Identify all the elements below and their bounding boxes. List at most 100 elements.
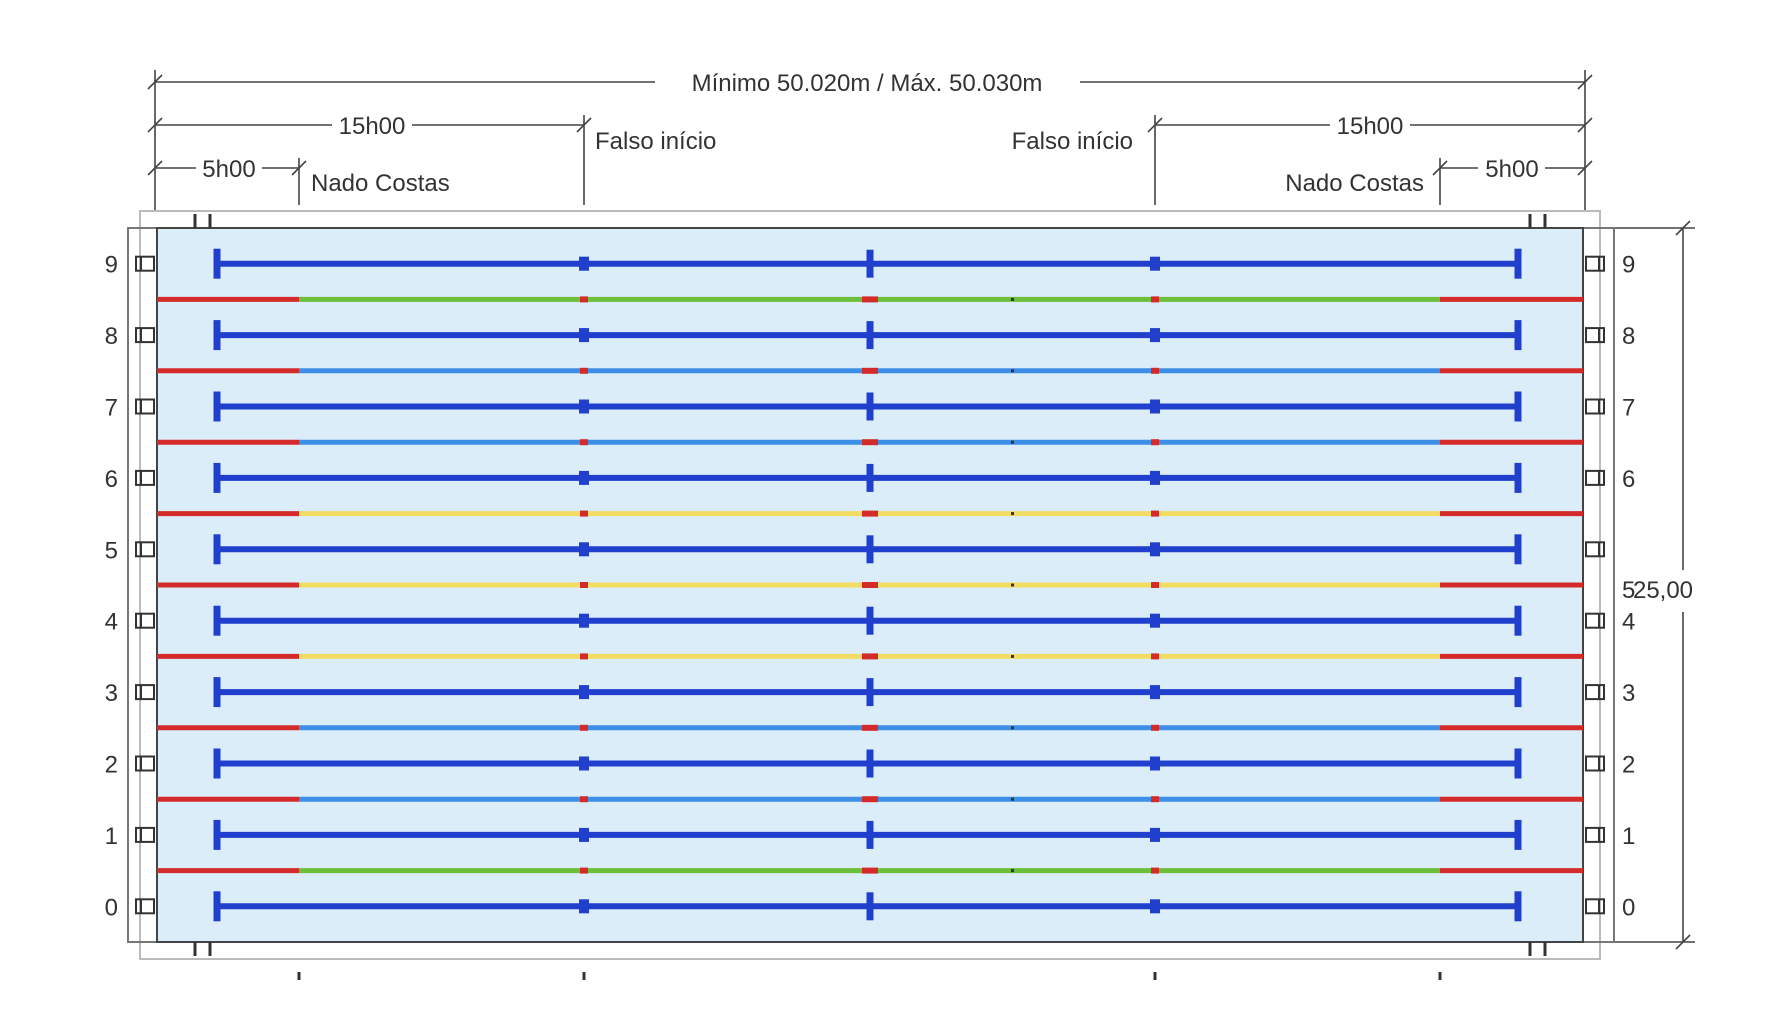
lane-rope-marker [1011,583,1014,587]
start-block-left [135,255,155,272]
start-block-right [1585,398,1605,415]
start-block-right [1585,469,1605,486]
lane-rope-15m-float [580,510,588,517]
width-dimension-label: 25,00 [1633,577,1693,604]
left-lane-numbers: 9 8 7 6 5 4 3 2 1 0 [105,252,118,922]
starting-blocks [135,255,1605,915]
lane-rope-mid-float [862,296,878,303]
lane-15m-mark [1150,470,1160,485]
start-block-left [135,398,155,415]
lane-number-right: 4 [1622,609,1635,636]
lane-number-left: 6 [105,466,118,493]
lane-rope-15m-float [580,724,588,731]
lane-15m-mark [579,613,589,628]
lane-rope-15m-float [580,796,588,803]
start-block-left [135,684,155,701]
lane-15m-mark [579,399,589,414]
start-block-left [135,469,155,486]
left-false-start-label: Falso início [595,128,716,155]
start-block-right [1585,684,1605,701]
deck-marks [193,214,1547,956]
lane-15m-mark [1150,613,1160,628]
lane-rope-mid-float [862,582,878,588]
lane-15m-mark [1150,827,1160,842]
lane-number-left: 5 [105,537,118,564]
lane-rope-marker [1011,797,1014,801]
lane-rope-mid-float [862,796,878,803]
lane-15m-mark [579,756,589,771]
lane-15m-mark [579,827,589,842]
lane-rope-mid-float [862,367,878,374]
start-block-left [135,327,155,344]
lane-15m-mark [579,685,589,700]
lane-number-left: 3 [105,680,118,707]
lane-rope-marker [1011,654,1014,658]
lane-number-left: 8 [105,323,118,350]
lane-rope-15m-float [1151,510,1159,517]
lane-rope-mid-float [862,439,878,446]
lane-lines [213,248,1522,922]
right-lane-numbers: 9 8 7 6 4 3 2 1 0 [1622,252,1635,922]
lane-number-right: 3 [1622,680,1635,707]
lane-rope-marker [1011,512,1014,516]
lane-number-left: 0 [105,894,118,921]
lane-rope-15m-float [580,867,588,874]
start-block-right [1585,898,1605,915]
lane-15m-mark [579,256,589,271]
lane-15m-mark [1150,899,1160,914]
lane-15m-mark [579,542,589,557]
lane-number-right: 9 [1622,252,1635,279]
lane-rope-15m-float [1151,867,1159,874]
bottom-ticks [297,972,1442,980]
lane-rope-marker [1011,440,1014,444]
left-15m-label: 15h00 [339,113,406,140]
lane-rope-15m-float [1151,796,1159,803]
left-backstroke-label: Nado Costas [311,170,450,197]
lane-15m-mark [579,899,589,914]
lane-15m-mark [1150,328,1160,343]
lane-number-left: 7 [105,395,118,422]
lane-rope-15m-float [1151,296,1159,303]
start-block-left [135,898,155,915]
lane-rope-15m-float [580,582,588,588]
lane-15m-mark [579,328,589,343]
start-block-left [135,612,155,629]
start-block-right [1585,755,1605,772]
right-15m-label: 15h00 [1337,113,1404,140]
width-prefix-label: 5 [1622,577,1635,604]
lane-number-right: 2 [1622,752,1635,779]
lane-ropes [157,296,1583,874]
lane-rope-marker [1011,297,1014,301]
lane-rope-15m-float [580,653,588,660]
start-block-left [135,826,155,843]
start-block-left [135,541,155,558]
lane-rope-mid-float [862,653,878,660]
lane-15m-mark [1150,542,1160,557]
total-length-label: Mínimo 50.020m / Máx. 50.030m [692,70,1043,97]
lane-rope-15m-float [1151,653,1159,660]
lane-15m-mark [1150,256,1160,271]
lane-number-right: 7 [1622,395,1635,422]
start-block-left [135,755,155,772]
lane-rope-15m-float [1151,439,1159,446]
start-block-right [1585,826,1605,843]
lane-number-left: 9 [105,252,118,279]
start-block-right [1585,327,1605,344]
lane-number-left: 4 [105,609,118,636]
right-false-start-label: Falso início [1012,128,1133,155]
lane-number-right: 8 [1622,323,1635,350]
lane-15m-mark [1150,756,1160,771]
start-block-right [1585,612,1605,629]
pool-deck-outline [139,210,1601,960]
dimension-lines [147,70,1695,950]
lane-number-left: 2 [105,752,118,779]
lane-rope-15m-float [1151,582,1159,588]
lane-15m-mark [579,470,589,485]
lane-number-right: 6 [1622,466,1635,493]
start-block-right [1585,255,1605,272]
lane-15m-mark [1150,685,1160,700]
lane-15m-mark [1150,399,1160,414]
start-block-right [1585,541,1605,558]
lane-rope-mid-float [862,867,878,874]
